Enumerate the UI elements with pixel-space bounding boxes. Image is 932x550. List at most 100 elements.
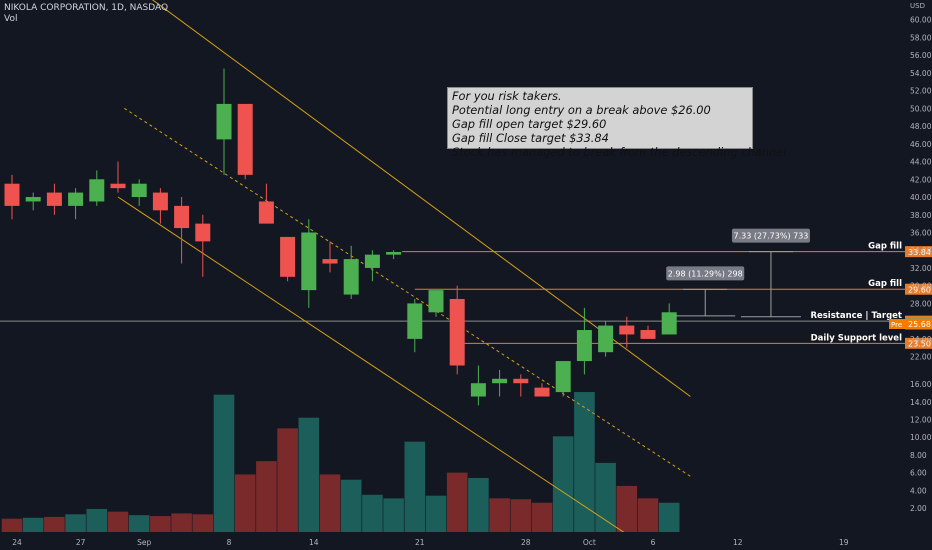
candle: [534, 383, 550, 397]
price-tick-label: 28.00: [910, 299, 932, 308]
volume-tick-label: 10.00: [910, 433, 932, 442]
candle-body: [110, 183, 126, 189]
measure-label: 2.98 (11.29%) 298: [668, 269, 743, 278]
time-axis-bg: [0, 532, 932, 550]
measure-tools-layer: 2.98 (11.29%) 298 7.33 (27.73%) 733: [666, 228, 810, 318]
candle-body: [46, 192, 62, 206]
price-tick-label: 46.00: [910, 140, 932, 149]
price-tick-label: 58.00: [910, 33, 932, 42]
volume-bar: [552, 436, 574, 532]
candle: [407, 298, 423, 353]
candle-body: [322, 259, 338, 264]
price-tick-label: 50.00: [910, 104, 932, 113]
volume-bar: [595, 462, 616, 532]
volume-bars-layer: [1, 392, 680, 532]
volume-bar: [171, 513, 192, 532]
candle: [470, 365, 486, 406]
candle-body: [492, 378, 508, 384]
level-price-tag: [905, 246, 932, 258]
note-line: Stock has managed to break from the desc…: [452, 145, 787, 159]
volume-bar: [213, 394, 235, 532]
candle-body: [216, 103, 232, 140]
candle-body: [407, 303, 423, 339]
candle: [4, 174, 20, 220]
price-tick-label: 42.00: [910, 175, 932, 184]
candle: [237, 103, 253, 180]
candle-body: [152, 192, 168, 211]
candle: [46, 183, 62, 215]
currency-label: USD: [910, 2, 925, 10]
price-axis[interactable]: 33.8429.6026.0023.50USD22.0024.0026.0028…: [889, 0, 932, 550]
text-note[interactable]: For you risk takers. Potential long entr…: [447, 87, 786, 159]
volume-bar: [340, 479, 362, 532]
candle-body: [555, 361, 571, 393]
price-tick-label: 36.00: [910, 228, 932, 237]
candle-body: [428, 290, 444, 313]
time-tick-label: 12: [733, 538, 743, 547]
channel-middle-line[interactable]: [124, 107, 691, 477]
candle: [152, 188, 168, 224]
level-price-tag: [905, 337, 932, 349]
time-tick-label: 28: [521, 538, 531, 547]
price-tick-label: 40.00: [910, 193, 932, 202]
candle-body: [68, 192, 84, 206]
candle: [661, 303, 677, 335]
candle: [301, 219, 317, 308]
level-price-tag-text: 23.50: [908, 340, 931, 349]
candle: [343, 245, 359, 299]
volume-bar: [531, 502, 553, 532]
volume-tick-label: 6.00: [910, 469, 927, 478]
chart-legend: NIKOLA CORPORATION, 1D, NASDAQ Vol: [4, 3, 168, 25]
volume-bar: [510, 499, 532, 532]
time-tick-label: 19: [839, 538, 849, 547]
candle: [110, 161, 126, 193]
volume-bar: [128, 515, 150, 532]
candle: [576, 307, 592, 375]
candle: [619, 316, 635, 348]
candle: [322, 241, 338, 273]
volume-legend-label: Vol: [4, 14, 18, 24]
volume-bar: [192, 514, 214, 532]
candle: [640, 325, 656, 339]
price-axis-bg: [905, 0, 932, 550]
volume-bar: [44, 516, 65, 532]
volume-tick-label: 2.00: [910, 504, 927, 513]
candle: [25, 192, 41, 211]
channel-lower-line[interactable]: [117, 196, 680, 550]
volume-bar: [86, 508, 108, 532]
volume-bar: [489, 498, 510, 532]
price-tick-label: 54.00: [910, 69, 932, 78]
candle-body: [534, 387, 550, 397]
time-tick-label: 6: [651, 538, 656, 547]
time-axis[interactable]: 24 27 Sep 8 14 21 28 Oct 6 12 19: [0, 532, 932, 550]
volume-bar: [658, 502, 680, 532]
candle: [216, 68, 232, 175]
level-price-tag-text: 29.60: [908, 285, 931, 294]
price-tick-label: 30.00: [910, 282, 932, 291]
volume-bar: [362, 494, 383, 532]
candle-body: [470, 383, 486, 397]
volume-bar: [637, 498, 659, 532]
candle-body: [449, 298, 465, 366]
volume-bar: [574, 392, 595, 532]
volume-bar: [1, 518, 23, 532]
candle-body: [25, 197, 41, 202]
candle-body: [576, 330, 592, 362]
candle-body: [661, 312, 677, 335]
time-tick-label: Sep: [137, 538, 151, 547]
candle-body: [301, 232, 317, 291]
time-tick-label: 21: [415, 538, 425, 547]
candles-layer: [4, 68, 677, 406]
note-line: Gap fill open target $29.60: [452, 117, 607, 131]
candle: [258, 183, 274, 224]
note-line: Potential long entry on a break above $2…: [452, 103, 711, 117]
candle: [386, 250, 402, 260]
candle-body: [619, 325, 635, 335]
symbol-title[interactable]: NIKOLA CORPORATION, 1D, NASDAQ: [4, 3, 169, 13]
candle: [428, 290, 444, 317]
candle: [280, 236, 296, 282]
candle-body: [343, 259, 359, 295]
note-line: For you risk takers.: [452, 89, 562, 103]
candle: [195, 214, 211, 277]
